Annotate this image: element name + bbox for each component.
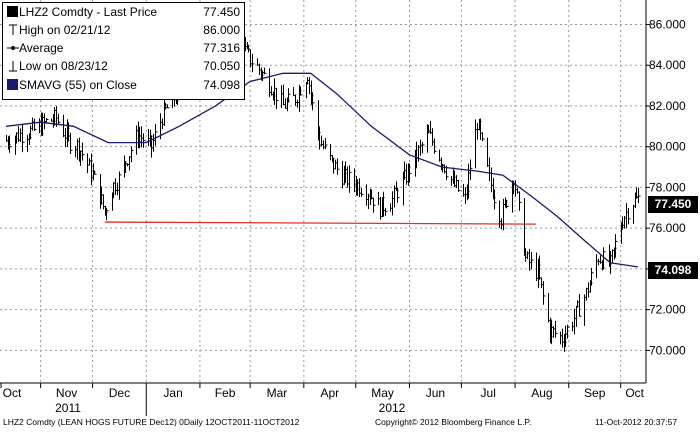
legend-row-average: Average 77.316 [3,40,244,57]
y-tick-label: 70.000 [649,343,686,357]
x-tick-label: Aug [531,386,552,400]
y-tick-label: 84.000 [649,58,686,72]
legend-average-label: Average [19,41,64,55]
y-tick-label: 72.000 [649,303,686,317]
legend-average-value: 77.316 [203,41,240,55]
legend-row-smavg: SMAVG (55) on Close 74.098 [3,77,244,94]
year-label-2011: 2011 [55,401,81,415]
support-line-layer [104,221,536,225]
legend-low-label: Low on 08/23/12 [19,59,108,73]
average-marker-icon [7,42,19,54]
legend-low-value: 70.050 [203,59,240,73]
last-price-badge: 77.450 [648,196,698,213]
legend-row-low: Low on 08/23/12 70.050 [3,58,244,75]
x-tick-label: Jul [481,386,496,400]
legend-row-title: LHZ2 Comdty - Last Price 77.450 [3,4,244,21]
smavg-badge: 74.098 [648,262,698,279]
x-tick-label: May [371,386,394,400]
x-tick-label: Oct [625,386,644,400]
year-label-2012: 2012 [379,401,406,415]
y-tick-label: 82.000 [649,99,686,113]
legend-high-value: 86.000 [203,23,240,37]
x-tick-label: Sep [584,386,606,400]
footer-copyright: Copyright© 2012 Bloomberg Finance L.P. [375,417,532,427]
low-marker-icon [7,60,19,72]
footer-timestamp: 11-Oct-2012 20:37:57 [595,417,678,427]
legend-box: LHZ2 Comdty - Last Price 77.450 High on … [2,2,245,100]
legend-high-label: High on 02/21/12 [19,23,111,37]
y-tick-label: 80.000 [649,140,686,154]
x-tick-label: Oct [3,386,22,400]
legend-row-high: High on 02/21/12 86.000 [3,22,244,39]
x-tick-label: Dec [109,386,130,400]
x-tick-label: Jan [163,386,182,400]
axes: 70.00072.00074.00076.00078.00080.00082.0… [0,0,686,416]
last-price-swatch-icon [7,6,19,18]
x-tick-label: Apr [320,386,339,400]
smavg-line [5,72,639,268]
support-line [104,221,536,225]
y-tick-label: 76.000 [649,221,686,235]
footer-security-info: LHZ2 Comdty (LEAN HOGS FUTURE Dec12) 0Da… [3,417,300,427]
legend-smavg-label: SMAVG (55) on Close [19,78,137,92]
y-tick-label: 86.000 [649,17,686,31]
x-tick-label: Jun [426,386,445,400]
smavg-line-layer [5,72,639,268]
legend-title: LHZ2 Comdty - Last Price [19,5,158,19]
legend-smavg-value: 74.098 [203,78,240,92]
smavg-swatch-icon [7,79,19,91]
legend-title-value: 77.450 [203,5,240,19]
x-tick-label: Feb [215,386,236,400]
high-marker-icon [7,24,19,36]
x-tick-label: Nov [56,386,77,400]
x-tick-label: Mar [267,386,288,400]
y-tick-label: 78.000 [649,180,686,194]
